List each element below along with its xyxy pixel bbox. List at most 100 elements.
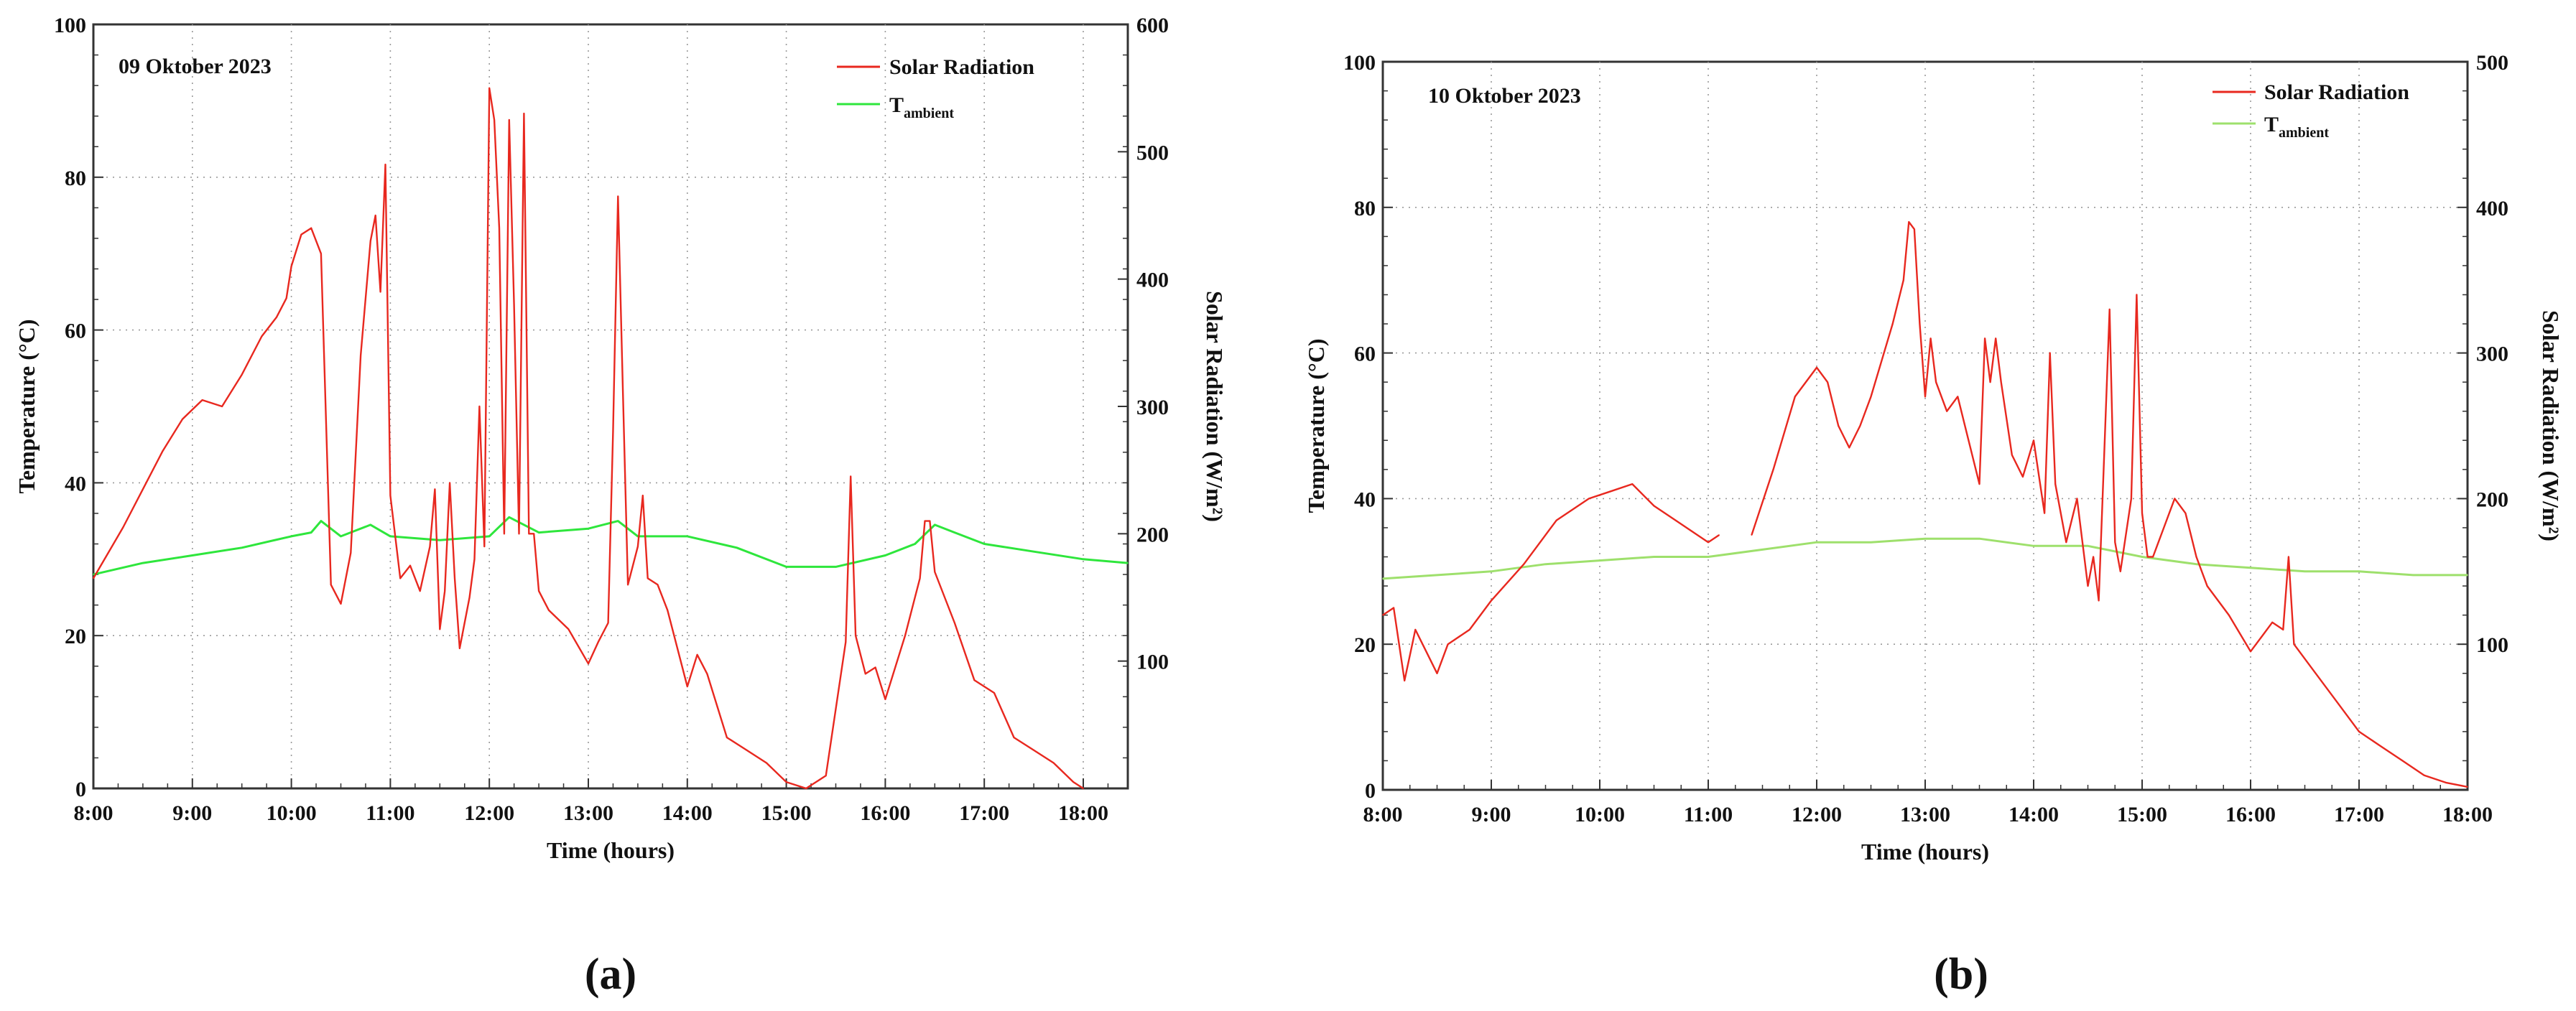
panel-b-x-tick-label: 14:00 xyxy=(2009,803,2059,826)
panel-a-solar-radiation-point xyxy=(494,119,495,121)
panel-a-solar-radiation-point xyxy=(350,552,352,554)
panel-b-solar-radiation-point xyxy=(2337,702,2338,704)
panel-b-solar-radiation-point xyxy=(2131,498,2132,500)
panel-a-solar-radiation-point xyxy=(954,622,955,624)
panel-b-solar-radiation-point xyxy=(2120,571,2121,572)
panel-a-tambient-point xyxy=(439,539,441,541)
panel-b-tambient-point xyxy=(2358,571,2360,572)
panel-a-solar-radiation-point xyxy=(459,648,460,649)
panel-b-tambient-point xyxy=(1978,538,1980,539)
panel-b-solar-radiation-line xyxy=(1382,220,2468,788)
panel-b-solar-radiation-point xyxy=(1919,323,1921,325)
panel-b-tambient-point xyxy=(2195,563,2197,565)
panel-a-solar-radiation-point xyxy=(687,686,688,687)
panel-b-tambient-point xyxy=(2033,545,2034,547)
panel-a-chart: 8:00 9:00 10:00 11:00 12:00 13:00 14:00 15:00 16… xyxy=(14,14,1228,999)
panel-b-solar-radiation-point xyxy=(2228,614,2230,616)
panel-a-solar-radiation-point xyxy=(528,533,530,535)
panel-b-tambient-point xyxy=(1436,574,1438,576)
panel-a-y-right-tick-label: 300 xyxy=(1136,396,1169,419)
panel-a-tambient-point xyxy=(884,554,886,556)
panel-a-solar-radiation-point xyxy=(142,488,144,490)
panel-a-solar-radiation-point xyxy=(598,641,599,643)
panel-b-y-right-tick-label: 300 xyxy=(2476,343,2508,366)
panel-a-tambient-point xyxy=(588,528,589,529)
panel-b-tambient-point xyxy=(2141,556,2143,558)
panel-b-ticks: 8:00 9:00 10:00 11:00 12:00 13:00 14:00 15:00 16… xyxy=(1343,51,2508,826)
panel-a-solar-radiation-point xyxy=(993,692,995,694)
panel-a-solar-radiation-point xyxy=(746,750,748,751)
panel-b-solar-radiation-point xyxy=(1425,651,1427,653)
panel-b-solar-radiation-point xyxy=(2271,622,2273,623)
panel-b-gridlines xyxy=(1383,62,2468,790)
panel-b-solar-radiation-point xyxy=(2250,651,2251,653)
panel-a-solar-radiation-point xyxy=(122,526,124,528)
panel-a-solar-radiation-point xyxy=(642,495,644,496)
panel-b-solar-radiation-point xyxy=(2152,556,2154,558)
panel-a-solar-radiation-point xyxy=(241,373,243,376)
panel-b-y-right-tick-label: 100 xyxy=(2476,633,2508,657)
panel-b-solar-radiation-point xyxy=(1653,505,1655,507)
panel-b-x-tick-label: 17:00 xyxy=(2334,803,2384,826)
panel-a-solar-radiation-point xyxy=(805,788,807,789)
panel-b-y-right-tick-label: 200 xyxy=(2476,488,2508,511)
panel-b-y-left-tick-label: 100 xyxy=(1343,51,1376,75)
panel-b-tambient-point xyxy=(1491,571,1492,572)
panel-a-x-tick-label: 15:00 xyxy=(761,801,812,825)
panel-b-y-left-tick-label: 60 xyxy=(1354,343,1376,366)
panel-a-tambient-point xyxy=(934,524,936,526)
panel-b-solar-radiation-point xyxy=(1968,439,1970,442)
panel-a-solar-radiation-point xyxy=(845,641,847,643)
panel-b-solar-radiation-point xyxy=(2146,556,2149,558)
panel-a-solar-radiation-point xyxy=(855,635,856,636)
panel-a-solar-radiation-point xyxy=(488,87,490,89)
panel-a-solar-radiation-point xyxy=(384,164,386,165)
panel-b-tambient-point xyxy=(2250,567,2251,569)
panel-a-date-annotation: 09 Oktober 2023 xyxy=(119,55,272,78)
panel-a-solar-radiation-point xyxy=(444,590,445,592)
panel-b-solar-radiation-point xyxy=(2049,352,2051,354)
panel-b-tambient-point xyxy=(1761,549,1764,551)
panel-a-tambient-point xyxy=(538,531,539,534)
panel-b-solar-radiation-point xyxy=(2022,476,2024,477)
panel-a-solar-radiation-point xyxy=(865,673,866,675)
panel-a-solar-radiation-point xyxy=(221,406,223,407)
panel-a-x-tick-label: 17:00 xyxy=(959,801,1009,825)
panel-a-solar-radiation-point xyxy=(538,590,539,592)
panel-b-solar-radiation-point xyxy=(1708,541,1709,543)
panel-a-solar-radiation-point xyxy=(162,450,164,452)
panel-b-solar-radiation-point xyxy=(1984,337,1986,340)
panel-a-x-tick-label: 8:00 xyxy=(74,801,113,825)
panel-a-label: (a) xyxy=(585,950,636,999)
panel-b-solar-radiation-point xyxy=(2380,745,2381,747)
panel-a-tambient-point xyxy=(736,547,738,549)
panel-b-x-tick-label: 18:00 xyxy=(2442,803,2493,826)
panel-a-solar-radiation-point xyxy=(622,393,624,395)
panel-a-solar-radiation-point xyxy=(93,577,94,579)
panel-a-solar-radiation-point xyxy=(285,297,287,299)
panel-a-y-left-tick-label: 20 xyxy=(65,625,86,648)
panel-b-solar-radiation-point xyxy=(2184,512,2187,514)
panel-b-plot-frame xyxy=(1381,60,2469,791)
panel-b-solar-radiation-point xyxy=(1848,447,1850,449)
panel-a-solar-radiation-point xyxy=(419,590,421,592)
panel-a-solar-radiation-point xyxy=(924,520,926,522)
panel-a-solar-radiation-point xyxy=(320,253,322,255)
panel-a-solar-radiation-point xyxy=(726,737,728,738)
panel-b-solar-radiation-point xyxy=(2103,454,2105,456)
panel-b-solar-radiation-point xyxy=(1491,600,1492,602)
panel-b-y-left-tick-label: 0 xyxy=(1365,779,1376,803)
panel-b-solar-radiation-point xyxy=(2098,600,2100,602)
panel-b-solar-radiation-point xyxy=(1929,337,1932,340)
panel-a-y-left-tick-label: 100 xyxy=(54,14,86,37)
panel-a-tambient-point xyxy=(687,536,688,537)
panel-a-solar-radiation-point xyxy=(647,577,649,579)
panel-b-legend-solar-label: Solar Radiation xyxy=(2264,80,2409,104)
panel-b-solar-radiation-point xyxy=(2288,556,2289,558)
panel-b-chart: 8:00 9:00 10:00 11:00 12:00 13:00 14:00 15:00 16… xyxy=(1303,51,2564,999)
panel-a-solar-radiation-point xyxy=(449,482,450,484)
panel-b-y-right-tick-label: 500 xyxy=(2476,51,2508,75)
panel-a-x-tick-label: 16:00 xyxy=(860,801,910,825)
panel-a-tambient-point xyxy=(1033,551,1034,552)
panel-b-solar-radiation-point xyxy=(1989,381,1991,383)
